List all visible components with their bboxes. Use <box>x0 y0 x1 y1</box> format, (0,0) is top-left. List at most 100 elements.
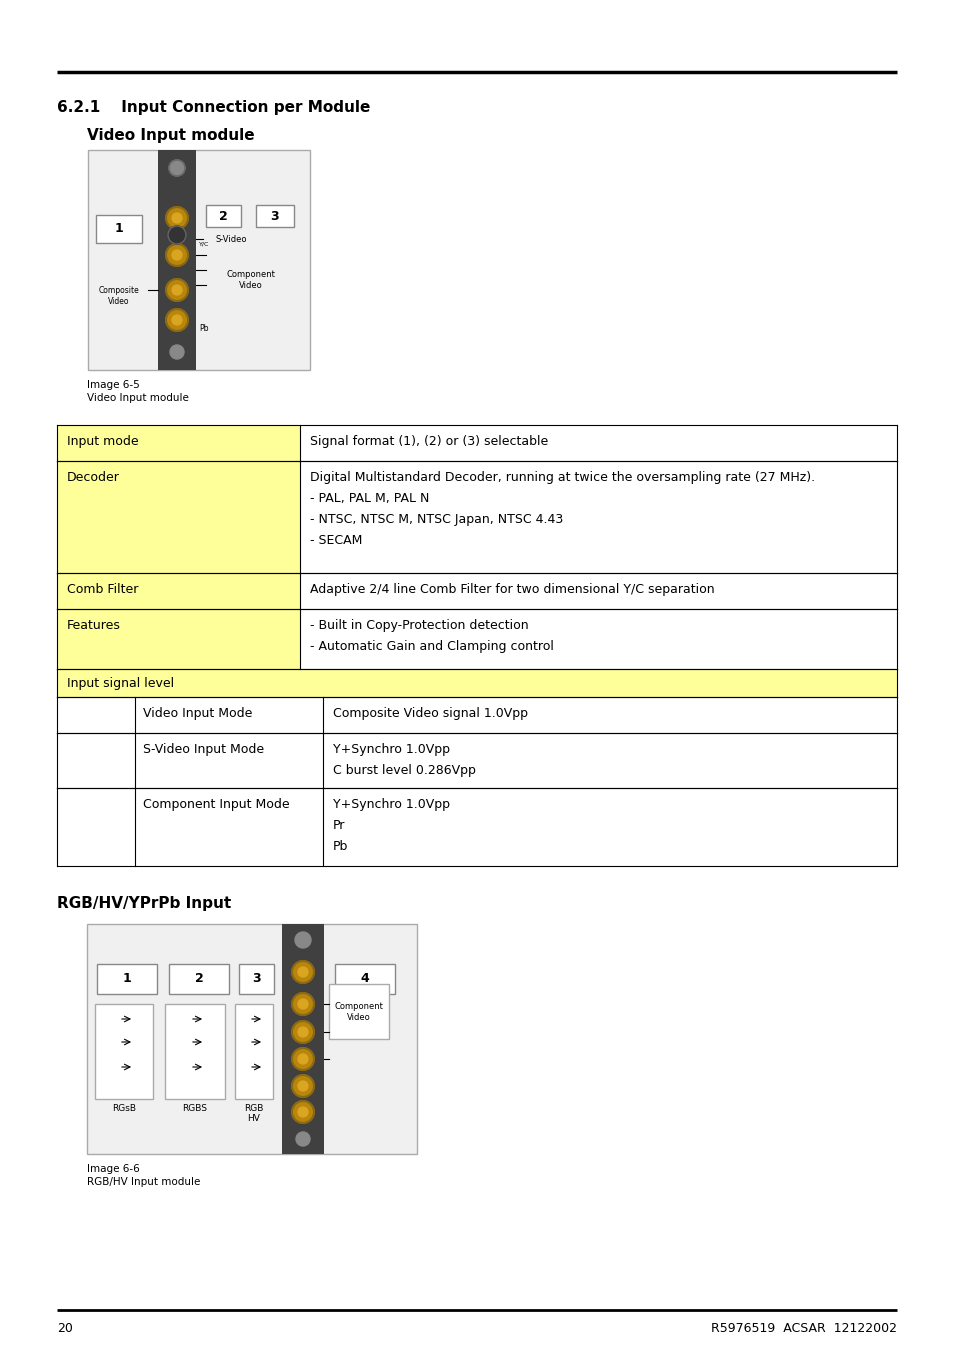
Text: 20: 20 <box>57 1323 72 1335</box>
Bar <box>323 788 896 866</box>
Circle shape <box>297 998 308 1009</box>
Circle shape <box>292 1048 314 1070</box>
Bar <box>57 697 135 734</box>
Text: Y+Synchro 1.0Vpp: Y+Synchro 1.0Vpp <box>333 798 450 811</box>
Text: Component Input Mode: Component Input Mode <box>143 798 290 811</box>
Circle shape <box>292 1101 314 1123</box>
Bar <box>90 1039 148 1071</box>
Text: Video Input module: Video Input module <box>87 393 189 403</box>
Circle shape <box>297 1027 308 1038</box>
Text: Digital Multistandard Decoder, running at twice the oversampling rate (27 MHz).: Digital Multistandard Decoder, running a… <box>310 471 814 484</box>
Bar <box>335 965 395 994</box>
Bar <box>57 669 896 697</box>
Text: Decoder: Decoder <box>67 471 120 484</box>
Text: - Built in Copy-Protection detection: - Built in Copy-Protection detection <box>310 619 528 632</box>
Text: RGsB: RGsB <box>112 1104 136 1113</box>
Text: Video Input module: Video Input module <box>87 128 254 143</box>
Circle shape <box>292 1075 314 1097</box>
Bar <box>57 734 135 788</box>
Text: Y+Synchro 1.0Vpp: Y+Synchro 1.0Vpp <box>333 743 450 757</box>
Bar <box>323 697 896 734</box>
Circle shape <box>166 245 188 266</box>
Circle shape <box>294 932 311 948</box>
Circle shape <box>292 961 314 984</box>
Bar <box>206 205 241 227</box>
Text: Image 6-5: Image 6-5 <box>87 380 139 390</box>
Text: 2: 2 <box>194 973 203 985</box>
Bar <box>165 1004 225 1098</box>
Text: 3: 3 <box>271 209 279 223</box>
Bar <box>299 609 896 669</box>
Bar <box>97 965 157 994</box>
Bar <box>87 924 416 1154</box>
Text: Component
Video: Component Video <box>226 270 275 289</box>
Text: 3: 3 <box>252 973 260 985</box>
Circle shape <box>166 280 188 301</box>
Circle shape <box>292 993 314 1015</box>
Text: S-Video Input Mode: S-Video Input Mode <box>143 743 264 757</box>
Text: Features: Features <box>67 619 121 632</box>
Text: Signal format (1), (2) or (3) selectable: Signal format (1), (2) or (3) selectable <box>310 435 548 449</box>
Circle shape <box>172 285 182 295</box>
Bar <box>323 734 896 788</box>
Bar <box>135 734 323 788</box>
Text: 2: 2 <box>219 209 228 223</box>
Circle shape <box>295 1132 310 1146</box>
Bar <box>299 461 896 573</box>
Bar <box>57 788 135 866</box>
Text: Pr: Pr <box>333 819 345 832</box>
Bar <box>57 609 299 669</box>
Text: RGB
HV: RGB HV <box>244 1104 263 1124</box>
Text: Composite
Video: Composite Video <box>98 286 139 305</box>
Text: RGBS: RGBS <box>182 1104 208 1113</box>
Bar <box>203 1102 257 1121</box>
Bar <box>88 150 310 370</box>
Text: Composite Video signal 1.0Vpp: Composite Video signal 1.0Vpp <box>333 707 527 720</box>
Bar <box>329 984 389 1039</box>
Circle shape <box>172 250 182 259</box>
Bar <box>57 461 299 573</box>
Text: RGB/HV Input module: RGB/HV Input module <box>87 1177 200 1188</box>
Circle shape <box>297 967 308 977</box>
Text: C burst level 0.286Vpp: C burst level 0.286Vpp <box>333 765 476 777</box>
Text: 1: 1 <box>123 973 132 985</box>
Text: Pb: Pb <box>199 324 209 332</box>
Bar <box>255 205 294 227</box>
Circle shape <box>169 159 185 176</box>
Text: Y/C: Y/C <box>199 240 209 246</box>
Bar <box>57 573 299 609</box>
Bar <box>95 1004 152 1098</box>
Text: Component
Video: Component Video <box>335 1002 383 1021</box>
Bar <box>135 697 323 734</box>
Bar <box>206 1051 295 1092</box>
Circle shape <box>292 1021 314 1043</box>
Circle shape <box>170 345 184 359</box>
Circle shape <box>166 207 188 230</box>
Circle shape <box>168 226 186 245</box>
Text: Video Input Mode: Video Input Mode <box>143 707 253 720</box>
Text: - PAL, PAL M, PAL N: - PAL, PAL M, PAL N <box>310 492 429 505</box>
Text: - NTSC, NTSC M, NTSC Japan, NTSC 4.43: - NTSC, NTSC M, NTSC Japan, NTSC 4.43 <box>310 513 562 526</box>
Text: R5976519  ACSAR  12122002: R5976519 ACSAR 12122002 <box>710 1323 896 1335</box>
Bar <box>234 1004 273 1098</box>
Circle shape <box>297 1054 308 1065</box>
Circle shape <box>297 1106 308 1117</box>
Bar <box>57 426 299 461</box>
Text: Adaptive 2/4 line Comb Filter for two dimensional Y/C separation: Adaptive 2/4 line Comb Filter for two di… <box>310 584 714 596</box>
Bar <box>299 426 896 461</box>
Text: Pb: Pb <box>333 840 348 852</box>
Bar <box>96 215 142 243</box>
Circle shape <box>172 315 182 326</box>
Bar <box>239 965 274 994</box>
Text: 1: 1 <box>114 223 123 235</box>
Text: Input signal level: Input signal level <box>67 677 174 689</box>
Text: 6.2.1    Input Connection per Module: 6.2.1 Input Connection per Module <box>57 100 370 115</box>
Text: Comb Filter: Comb Filter <box>67 584 138 596</box>
Bar <box>169 965 229 994</box>
Text: Input mode: Input mode <box>67 435 138 449</box>
Text: S-Video: S-Video <box>215 235 247 243</box>
Bar <box>282 924 324 1154</box>
Bar <box>158 150 195 370</box>
Text: Image 6-6: Image 6-6 <box>87 1165 139 1174</box>
Circle shape <box>172 213 182 223</box>
